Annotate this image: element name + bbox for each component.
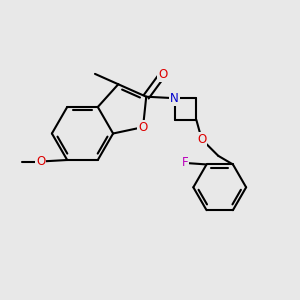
Text: O: O: [36, 155, 45, 168]
Text: O: O: [197, 133, 206, 146]
Text: F: F: [182, 156, 188, 170]
Text: O: O: [158, 68, 167, 81]
Text: O: O: [138, 121, 148, 134]
Text: N: N: [170, 92, 179, 105]
